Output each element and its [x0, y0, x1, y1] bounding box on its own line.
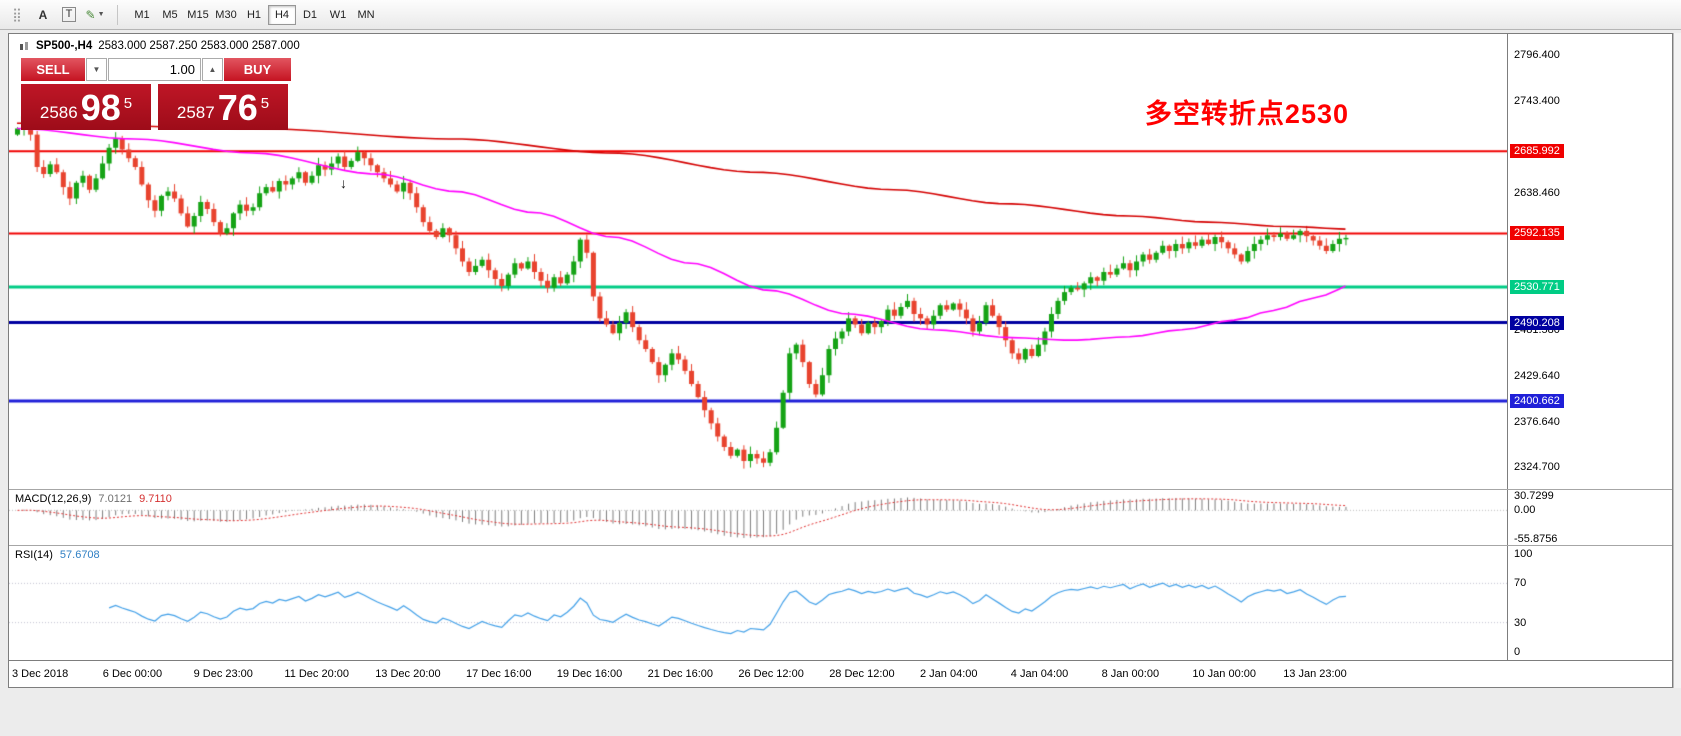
macd-axis-max: 30.7299: [1514, 490, 1554, 502]
price-panel: SP500-,H4 2583.000 2587.250 2583.000 258…: [9, 34, 1672, 489]
arrow-down-marker: ↓: [340, 175, 347, 191]
chart-window: SP500-,H4 2583.000 2587.250 2583.000 258…: [8, 33, 1673, 688]
caret-up-icon: ▲: [208, 65, 217, 74]
one-click-trade-panel: SELL ▼ ▲ BUY: [21, 58, 291, 81]
macd-axis: 30.7299 0.00 -55.8756: [1507, 490, 1672, 545]
buy-price-stem: 2587: [176, 103, 215, 123]
rsi-axis-label: 100: [1514, 548, 1533, 560]
drag-handle-icon[interactable]: ⣿: [12, 6, 22, 22]
hline-price-badge: 2530.771: [1510, 280, 1564, 295]
timeframe-mn[interactable]: MN: [352, 5, 380, 25]
price-tick: 2796.400: [1514, 48, 1560, 61]
order-type-dropdown[interactable]: ▼: [86, 58, 107, 81]
text-label-tool-button[interactable]: A: [38, 7, 48, 22]
chart-icon: [20, 41, 28, 50]
macd-axis-zero: 0.00: [1514, 504, 1536, 517]
time-tick: 11 Dec 20:00: [284, 668, 350, 680]
chevron-down-icon: ▼: [97, 11, 105, 18]
time-tick: 17 Dec 16:00: [466, 668, 532, 680]
toolbar-separator: [117, 4, 118, 25]
time-tick: 6 Dec 00:00: [102, 668, 163, 680]
timeframe-group: M1 M5 M15 M30 H1 H4 D1 W1 MN: [128, 4, 380, 25]
rsi-axis-label: 30: [1514, 616, 1527, 629]
hline-price-badge: 2400.662: [1510, 393, 1564, 408]
timeframe-m15[interactable]: M15: [184, 5, 212, 25]
timeframe-h1[interactable]: H1: [240, 5, 268, 25]
ohlc-header: SP500-,H4 2583.000 2587.250 2583.000 258…: [19, 40, 300, 52]
rsi-axis: 100 70 30 0: [1507, 546, 1672, 660]
price-tick: 2638.460: [1514, 186, 1560, 199]
bottom-area: [0, 689, 1681, 736]
rsi-label: RSI(14) 57.6708: [15, 549, 100, 561]
sell-price-sup: 5: [123, 95, 133, 112]
time-tick: 9 Dec 23:00: [193, 668, 253, 680]
price-tick: 2324.700: [1514, 461, 1560, 474]
timeframe-h4[interactable]: H4: [268, 4, 296, 25]
sell-price-big: 98: [80, 87, 121, 128]
volume-input[interactable]: [108, 58, 201, 81]
time-tick: 8 Jan 00:00: [1101, 668, 1160, 680]
time-axis[interactable]: 3 Dec 2018 6 Dec 00:00 9 Dec 23:00 11 Dec 2…: [9, 660, 1672, 687]
symbol-label: SP500-,H4: [36, 40, 93, 52]
buy-price-display[interactable]: 2587 76 5: [158, 84, 288, 130]
timeframe-m1[interactable]: M1: [128, 5, 156, 25]
timeframe-m5[interactable]: M5: [156, 5, 184, 25]
time-tick: 13 Jan 23:00: [1283, 668, 1347, 680]
macd-value-main: 7.0121: [98, 493, 133, 505]
time-tick: 13 Dec 20:00: [375, 668, 441, 680]
time-tick: 21 Dec 16:00: [647, 668, 714, 680]
sell-price-display[interactable]: 2586 98 5: [21, 84, 151, 130]
price-tick: 2743.400: [1514, 95, 1560, 108]
draw-tool-icon: ✎: [85, 7, 96, 22]
draw-tools-button[interactable]: ✎ ▼: [83, 4, 107, 26]
time-tick: 2 Jan 04:00: [920, 668, 978, 680]
volume-stepper-up[interactable]: ▲: [202, 58, 223, 81]
timeframe-m30[interactable]: M30: [212, 5, 240, 25]
time-tick: 28 Dec 12:00: [829, 668, 895, 680]
text-tool-label: T: [61, 7, 77, 22]
time-tick: 4 Jan 04:00: [1010, 668, 1069, 680]
panel-splitter[interactable]: [9, 545, 1672, 546]
price-tick: 2429.640: [1514, 369, 1560, 382]
hline-price-badge: 2592.135: [1510, 226, 1564, 241]
hline-price-badge: 2490.208: [1510, 315, 1564, 330]
buy-button[interactable]: BUY: [224, 58, 291, 81]
rsi-panel: RSI(14) 57.6708 100 70 30 0: [9, 546, 1672, 660]
right-scroll-strip[interactable]: [1673, 33, 1681, 688]
macd-label: MACD(12,26,9) 7.0121 9.7110: [15, 493, 172, 505]
chart-text-annotation[interactable]: 多空转折点2530: [1144, 99, 1349, 129]
time-tick: 3 Dec 2018: [12, 668, 69, 680]
macd-panel: MACD(12,26,9) 7.0121 9.7110 30.7299 0.00 -…: [9, 490, 1672, 545]
macd-canvas[interactable]: [9, 490, 1507, 545]
rsi-axis-label: 70: [1514, 577, 1527, 590]
text-tool-button[interactable]: T: [57, 4, 81, 26]
rsi-axis-label: 0: [1514, 646, 1521, 658]
timeframe-d1[interactable]: D1: [296, 5, 324, 25]
bid-ask-display: 2586 98 5 2587 76 5: [21, 84, 288, 130]
timeframe-w1[interactable]: W1: [324, 5, 352, 25]
price-axis: 2796.400 2743.400 2638.460 2481.580 2429.640…: [1507, 34, 1672, 489]
price-tick: 2376.640: [1514, 415, 1560, 428]
caret-down-icon: ▼: [92, 65, 101, 74]
buy-price-big: 76: [217, 87, 258, 128]
rsi-value: 57.6708: [59, 549, 100, 561]
sell-button[interactable]: SELL: [21, 58, 85, 81]
rsi-canvas[interactable]: [9, 546, 1507, 660]
time-tick: 26 Dec 12:00: [738, 668, 804, 680]
buy-price-sup: 5: [260, 95, 270, 112]
sell-price-stem: 2586: [39, 103, 78, 123]
hline-price-badge: 2685.992: [1510, 144, 1564, 159]
panel-splitter[interactable]: [9, 489, 1672, 490]
ohlc-values: 2583.000 2587.250 2583.000 2587.000: [98, 40, 300, 52]
macd-axis-min: -55.8756: [1514, 533, 1558, 545]
top-toolbar: ⣿ A T ✎ ▼ M1 M5 M15 M30 H1 H4 D1 W1 MN: [0, 0, 1681, 30]
macd-name: MACD(12,26,9): [15, 493, 92, 505]
rsi-name: RSI(14): [15, 549, 53, 561]
time-tick: 19 Dec 16:00: [556, 668, 623, 680]
time-tick: 10 Jan 00:00: [1192, 668, 1257, 680]
macd-value-signal: 9.7110: [139, 493, 172, 505]
